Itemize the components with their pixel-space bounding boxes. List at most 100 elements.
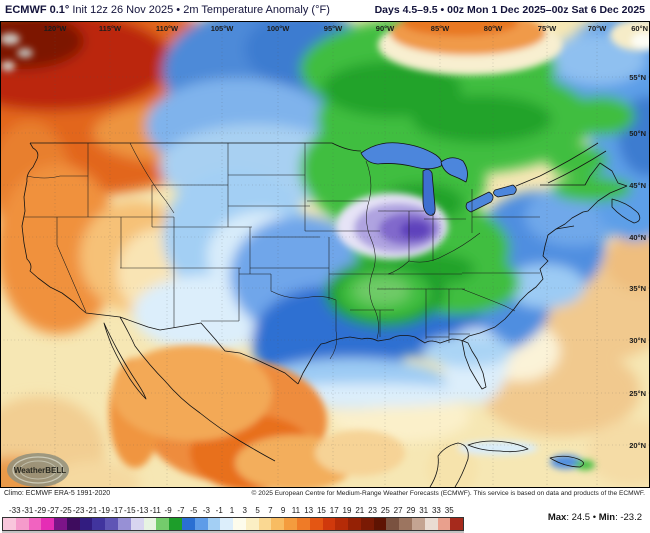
model-name: ECMWF 0.1° [5, 4, 70, 16]
colorbar-segment [348, 518, 361, 530]
colorbar-tick: 11 [291, 506, 301, 515]
logo-text: WeatherBELL [14, 466, 66, 475]
colorbar-tick: -17 [111, 506, 123, 515]
colorbar-tick: -9 [164, 506, 172, 515]
colorbar-segment [335, 518, 349, 530]
colorbar-segment [220, 518, 234, 530]
lon-label: 105°W [211, 24, 235, 33]
colorbar-tick: -5 [190, 506, 198, 515]
colorbar-tick: 25 [380, 506, 390, 515]
colorbar-tick: 29 [406, 506, 416, 515]
colorbar-tick: 7 [268, 506, 273, 515]
colorbar-segment [450, 518, 464, 530]
colorbar-segment [15, 518, 29, 530]
header: ECMWF 0.1° Init 12z 26 Nov 2025 • 2m Tem… [0, 0, 650, 21]
colorbar-tick: -31 [21, 506, 34, 515]
lat-label: 25°N [629, 389, 646, 398]
lon-label: 75°W [538, 24, 557, 33]
anomaly-map: 120°W 115°W 110°W 105°W 100°W 95°W 90°W … [0, 21, 650, 488]
lon-label: 120°W [44, 24, 68, 33]
colorbar-segment [271, 518, 285, 530]
colorbar-segment [118, 518, 131, 530]
lon-label: 115°W [99, 24, 122, 33]
map-title: ECMWF 0.1° Init 12z 26 Nov 2025 • 2m Tem… [5, 4, 330, 16]
colorbar-tick: -21 [85, 506, 98, 515]
colorbar-segment [373, 518, 387, 530]
colorbar-segment [233, 518, 246, 530]
colorbar-tick: 17 [329, 506, 339, 515]
lon-label: 85°W [431, 24, 450, 33]
climo-note: Climo: ECMWF ERA-5 1991-2020 [4, 490, 111, 497]
lat-label: 50°N [629, 129, 646, 138]
colorbar-segment [66, 518, 80, 530]
colorbar-segment [194, 518, 208, 530]
colorbar-tick: -7 [177, 506, 185, 515]
map-area: 120°W 115°W 110°W 105°W 100°W 95°W 90°W … [0, 21, 650, 488]
min-label: Min [598, 512, 616, 523]
colorbar-tick: 33 [431, 506, 441, 515]
colorbar-segment [309, 518, 323, 530]
colorbar-segment [79, 518, 93, 530]
colorbar-tick: -19 [98, 506, 110, 515]
colorbar-tick: -11 [149, 506, 161, 515]
separator-dot: • [592, 512, 599, 523]
colorbar-segment [360, 518, 374, 530]
colorbar-tick: 23 [368, 506, 377, 515]
lat-label: 20°N [629, 441, 646, 450]
colorbar-segment [41, 518, 55, 530]
colorbar-tick: -3 [202, 506, 210, 515]
colorbar-segment [143, 518, 157, 530]
max-value: : 24.5 [566, 512, 593, 523]
colorbar-segment [245, 518, 259, 530]
weatherbell-logo: WeatherBELL [7, 453, 69, 487]
colorbar-segment [284, 518, 297, 530]
colorbar-tick: 19 [342, 506, 352, 515]
lat-label: 35°N [629, 284, 646, 293]
lon-label: 70°W [588, 24, 607, 33]
colorbar-segment [399, 518, 412, 530]
lon-label: 100°W [267, 24, 291, 33]
max-label: Max [547, 512, 567, 523]
colorbar-tick: 3 [242, 506, 247, 515]
coastlines [21, 142, 641, 488]
colorbar-segment [424, 518, 438, 530]
colorbar-segment [207, 518, 221, 530]
lat-label: 55°N [629, 73, 646, 82]
colorbar-tick: -29 [34, 506, 47, 515]
lon-label: 80°W [484, 24, 503, 33]
colorbar-segment [412, 518, 425, 530]
lon-label: 110°W [156, 24, 179, 33]
state-borders [24, 142, 540, 360]
colorbar-segment [386, 518, 400, 530]
colorbar-tick: 15 [316, 506, 326, 515]
colorbar-tick: -1 [215, 506, 223, 515]
colorbar-segment [156, 518, 170, 530]
colorbar-segment [28, 518, 42, 530]
min-value: : -23.2 [615, 512, 642, 523]
colorbar-segment [181, 518, 195, 530]
colorbar-tick: -15 [123, 506, 136, 515]
colorbar-segment [130, 518, 144, 530]
colorbar-ticks: -33 -31 -29 -27 -25 -23 -21 -19 -17 -15 -13 -11 -9 -7… [2, 506, 462, 515]
colorbar-tick: -27 [47, 506, 59, 515]
lon-label: 95°W [324, 24, 343, 33]
graticule [0, 23, 650, 487]
colorbar-tick: 5 [255, 506, 260, 515]
colorbar-segment [54, 518, 67, 530]
colorbar-tick: 27 [393, 506, 403, 515]
colorbar-segments [2, 517, 464, 531]
colorbar-tick: -23 [72, 506, 85, 515]
copyright-note: © 2025 European Centre for Medium-Range … [251, 490, 645, 497]
colorbar-tick: -25 [60, 506, 72, 515]
colorbar-tick: -13 [136, 506, 149, 515]
anomaly-field [1, 22, 649, 487]
lon-label: 90°W [376, 24, 395, 33]
colorbar-segment [296, 518, 310, 530]
title-rest: Init 12z 26 Nov 2025 • 2m Temperature An… [69, 4, 330, 16]
colorbar-segment [92, 518, 106, 530]
colorbar-segment [258, 518, 272, 530]
corner-lat-label: 60°N [631, 24, 648, 33]
colorbar-tick: 21 [355, 506, 365, 515]
colorbar-tick: 35 [444, 506, 454, 515]
